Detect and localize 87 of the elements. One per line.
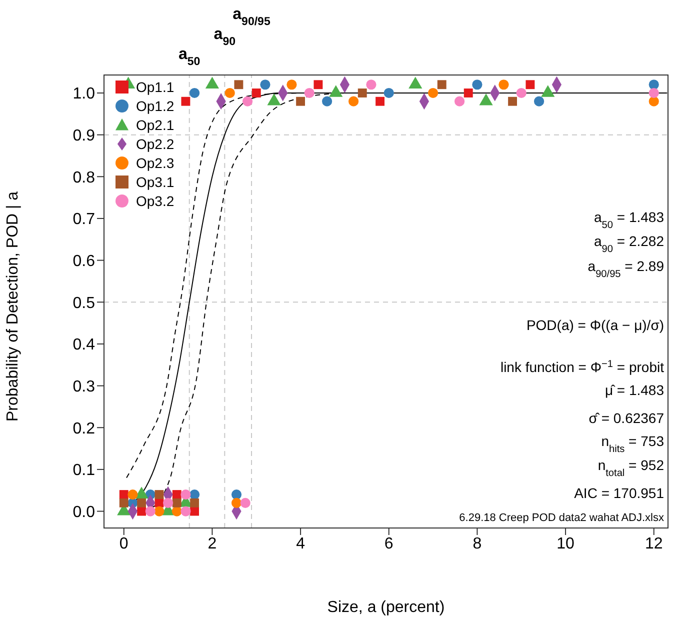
annotation: a$_{90}$ = 2.282	[594, 233, 664, 254]
point	[162, 498, 174, 508]
y-tick-label: 0.9	[72, 127, 96, 144]
y-axis-title: Probability of Detection, POD | a	[4, 191, 22, 422]
y-tick-label: 0.6	[72, 252, 96, 270]
annotation: n$_{hits}$ = 753	[601, 433, 664, 454]
point	[437, 80, 446, 90]
point	[172, 498, 182, 508]
point	[648, 80, 659, 90]
legend-label: Op3.2	[136, 193, 174, 209]
point	[376, 96, 385, 106]
annotation: link function = Φ$^{−1}$ = probit	[500, 358, 664, 375]
point	[314, 80, 323, 90]
x-tick-label: 0	[119, 535, 128, 552]
point	[358, 88, 367, 98]
point	[145, 506, 156, 516]
y-tick-label: 0.8	[72, 169, 96, 186]
point	[172, 490, 182, 500]
point	[534, 96, 544, 106]
point	[464, 88, 473, 98]
text: a$_{90}$	[214, 26, 236, 48]
legend-label: Op2.3	[136, 155, 174, 171]
point	[242, 96, 253, 106]
y-tick-label: 1.0	[72, 86, 96, 103]
y-tick-label: 0.3	[72, 378, 96, 396]
y-tick-label: 0.4	[72, 336, 96, 354]
y-tick-label: 0.1	[72, 462, 96, 480]
point	[648, 96, 659, 106]
annotation: σ̂ = 0.62367	[588, 410, 664, 426]
x-tick-label: 8	[472, 535, 482, 552]
point	[384, 88, 394, 98]
x-tick-label: 6	[384, 535, 394, 552]
point	[498, 80, 509, 90]
point	[260, 80, 270, 90]
x-tick-label: 12	[644, 535, 663, 552]
point	[428, 88, 438, 98]
legend-label: Op2.1	[136, 117, 174, 133]
legend-label: Op1.2	[136, 98, 174, 114]
y-tick-label: 0.5	[72, 294, 96, 312]
x-tick-label: 4	[296, 535, 306, 552]
point	[180, 490, 191, 500]
annotation: μ̂ = 1.483	[604, 382, 664, 398]
point	[137, 498, 146, 508]
annotation: 6.29.18 Creep POD data2 wahat ADJ.xlsx	[459, 512, 664, 524]
point	[348, 96, 359, 106]
point	[154, 506, 164, 516]
point	[304, 88, 314, 98]
annotation: a$_{90/95}$ = 2.89	[588, 258, 664, 280]
text: a$_{90/95}$	[232, 6, 271, 28]
point	[454, 96, 465, 106]
annotation: a$_{50}$ = 1.483	[594, 209, 664, 230]
point	[128, 490, 138, 500]
point	[286, 80, 297, 90]
annotation: n$_{total}$ = 952	[598, 457, 664, 478]
point	[508, 96, 518, 106]
point	[526, 80, 535, 90]
point	[296, 96, 306, 106]
x-tick-label: 2	[208, 535, 217, 552]
point	[322, 96, 332, 106]
point	[231, 498, 242, 508]
point	[366, 80, 376, 90]
x-tick-label: 10	[556, 535, 575, 552]
point	[516, 88, 526, 98]
point	[119, 498, 128, 508]
legend-label: Op1.1	[136, 79, 174, 95]
point	[189, 88, 200, 98]
point	[648, 88, 659, 98]
point	[252, 88, 261, 98]
point	[181, 96, 190, 106]
annotation: AIC = 170.951	[574, 485, 664, 501]
point	[472, 80, 482, 90]
point	[224, 88, 235, 98]
y-tick-label: 0.2	[72, 420, 96, 438]
point	[231, 490, 242, 500]
legend-label: Op2.2	[136, 136, 174, 152]
x-axis-title: Size, a (percent)	[327, 599, 445, 616]
legend-label: Op3.1	[136, 174, 174, 190]
point	[180, 506, 191, 516]
point	[119, 490, 128, 500]
y-tick-label: 0.0	[72, 504, 96, 521]
y-tick-label: 0.7	[72, 211, 96, 228]
point	[154, 490, 164, 500]
point	[234, 80, 244, 90]
point	[240, 498, 250, 508]
annotation: POD(a) = Φ((a − μ)/σ)	[526, 317, 664, 333]
point	[190, 498, 200, 508]
text: a$_{50}$	[178, 46, 200, 68]
